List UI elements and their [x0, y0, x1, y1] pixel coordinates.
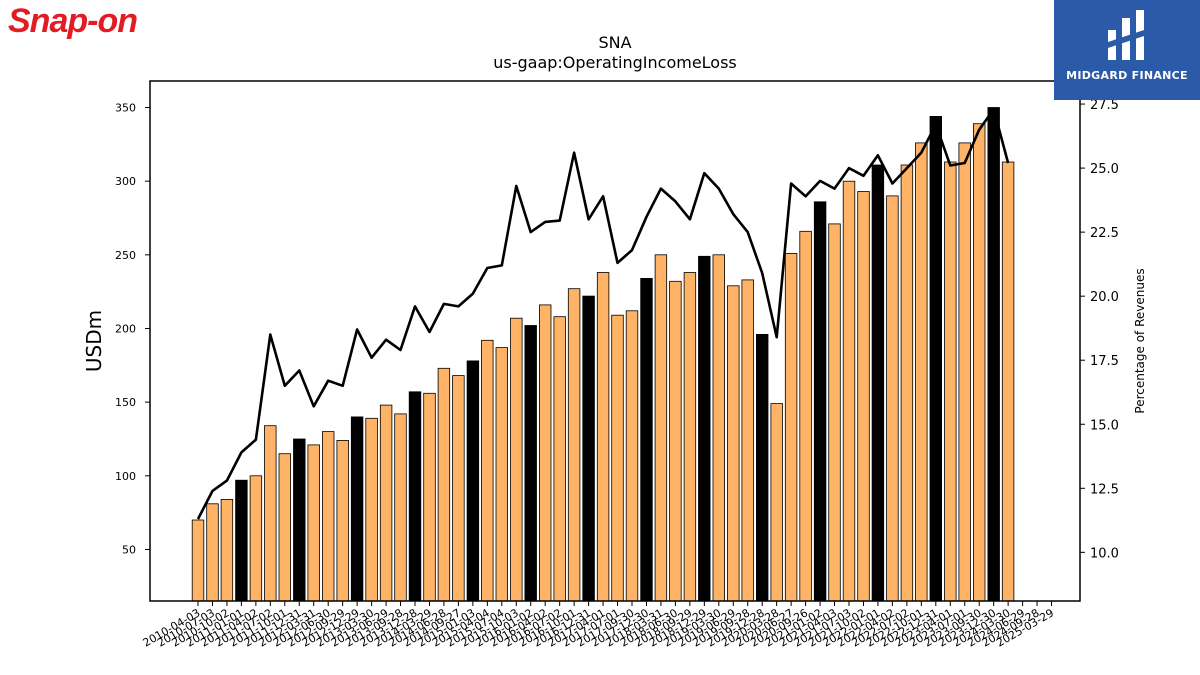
y-tick-label: 250: [115, 249, 136, 262]
bar: [915, 142, 928, 602]
bar: [987, 107, 1000, 602]
y-tick-label: 50: [122, 543, 136, 556]
bar: [293, 438, 306, 602]
bar: [437, 367, 451, 602]
y2-tick-label: 25.0: [1090, 162, 1119, 177]
midgard-finance-logo: MIDGARD FINANCE: [1054, 0, 1200, 100]
bar: [929, 116, 943, 602]
snap-on-logo-text: Snap-on: [8, 2, 138, 40]
y2-tick-label: 10.0: [1090, 546, 1119, 561]
chart-subtitle: us-gaap:OperatingIncomeLoss: [493, 53, 737, 72]
chart-title: SNA: [598, 33, 631, 52]
bar: [379, 404, 393, 602]
bar: [553, 316, 566, 602]
bar: [770, 403, 783, 602]
bar: [900, 164, 914, 602]
bar: [973, 123, 986, 602]
bar: [958, 142, 971, 602]
bar: [712, 254, 726, 602]
bar: [944, 161, 957, 602]
bars-group: [191, 107, 1015, 602]
bar: [567, 288, 581, 602]
y2-axis-label: Percentage of Revenues: [1133, 268, 1147, 413]
bar: [423, 392, 436, 602]
bar: [495, 347, 509, 602]
midgard-mark-icon: [1108, 10, 1144, 60]
bar: [191, 519, 205, 602]
y-tick-label: 200: [115, 322, 136, 335]
series-line: [196, 107, 1010, 520]
y-tick-label: 300: [115, 175, 136, 188]
bar: [756, 333, 769, 602]
y-axis-ticks: 50 100 150 200 250 300 350: [115, 102, 150, 556]
y-tick-label: 100: [115, 470, 136, 483]
bar: [524, 325, 537, 602]
bar: [842, 180, 856, 602]
bar: [452, 375, 465, 602]
bar: [813, 201, 827, 602]
bar: [264, 425, 277, 602]
bar: [727, 285, 740, 602]
bar: [278, 453, 292, 602]
bar: [799, 230, 812, 602]
bar: [654, 254, 668, 602]
y2-axis-ticks: 10.0 12.5 15.0 17.5 20.0 22.5 25.0 27.5: [1080, 98, 1119, 561]
y-tick-label: 350: [115, 102, 136, 115]
y-axis-label: USDm: [82, 310, 106, 372]
bar: [669, 280, 682, 602]
bar: [539, 304, 552, 602]
bar: [857, 191, 870, 602]
y2-tick-label: 15.0: [1090, 418, 1119, 433]
bar: [408, 391, 422, 602]
bar: [698, 255, 711, 602]
bar: [871, 164, 885, 602]
y2-tick-label: 17.5: [1090, 354, 1119, 369]
y-tick-label: 150: [115, 396, 136, 409]
bar: [741, 279, 754, 602]
bar: [220, 498, 234, 602]
bar: [784, 252, 798, 602]
y2-tick-label: 20.0: [1090, 290, 1119, 305]
bar: [365, 417, 378, 602]
y2-tick-label: 22.5: [1090, 226, 1119, 241]
bar: [596, 272, 610, 602]
bar: [886, 195, 899, 602]
y2-tick-label: 27.5: [1090, 98, 1119, 113]
bar: [321, 431, 335, 602]
plot-frame: [149, 80, 1081, 602]
bar: [683, 272, 697, 602]
bar: [394, 413, 407, 602]
y2-tick-label: 12.5: [1090, 482, 1119, 497]
bar: [828, 223, 841, 602]
bar: [249, 475, 263, 602]
bar: [625, 310, 639, 602]
bar: [582, 295, 595, 602]
bar: [611, 314, 624, 602]
bar: [336, 439, 349, 602]
line-group: [196, 107, 1010, 520]
bar: [235, 479, 248, 602]
bar: [1001, 161, 1015, 602]
midgard-logo-text: MIDGARD FINANCE: [1066, 69, 1188, 82]
bar: [481, 339, 494, 602]
bar: [510, 317, 523, 602]
x-axis-ticks: 2010-04-032010-07-032010-10-022011-01-01…: [141, 601, 1056, 650]
bar: [640, 277, 653, 602]
bar: [206, 503, 219, 602]
bar: [350, 416, 364, 602]
bar: [307, 444, 320, 602]
snap-on-logo: Snap-on: [8, 2, 138, 41]
bar: [466, 360, 480, 602]
